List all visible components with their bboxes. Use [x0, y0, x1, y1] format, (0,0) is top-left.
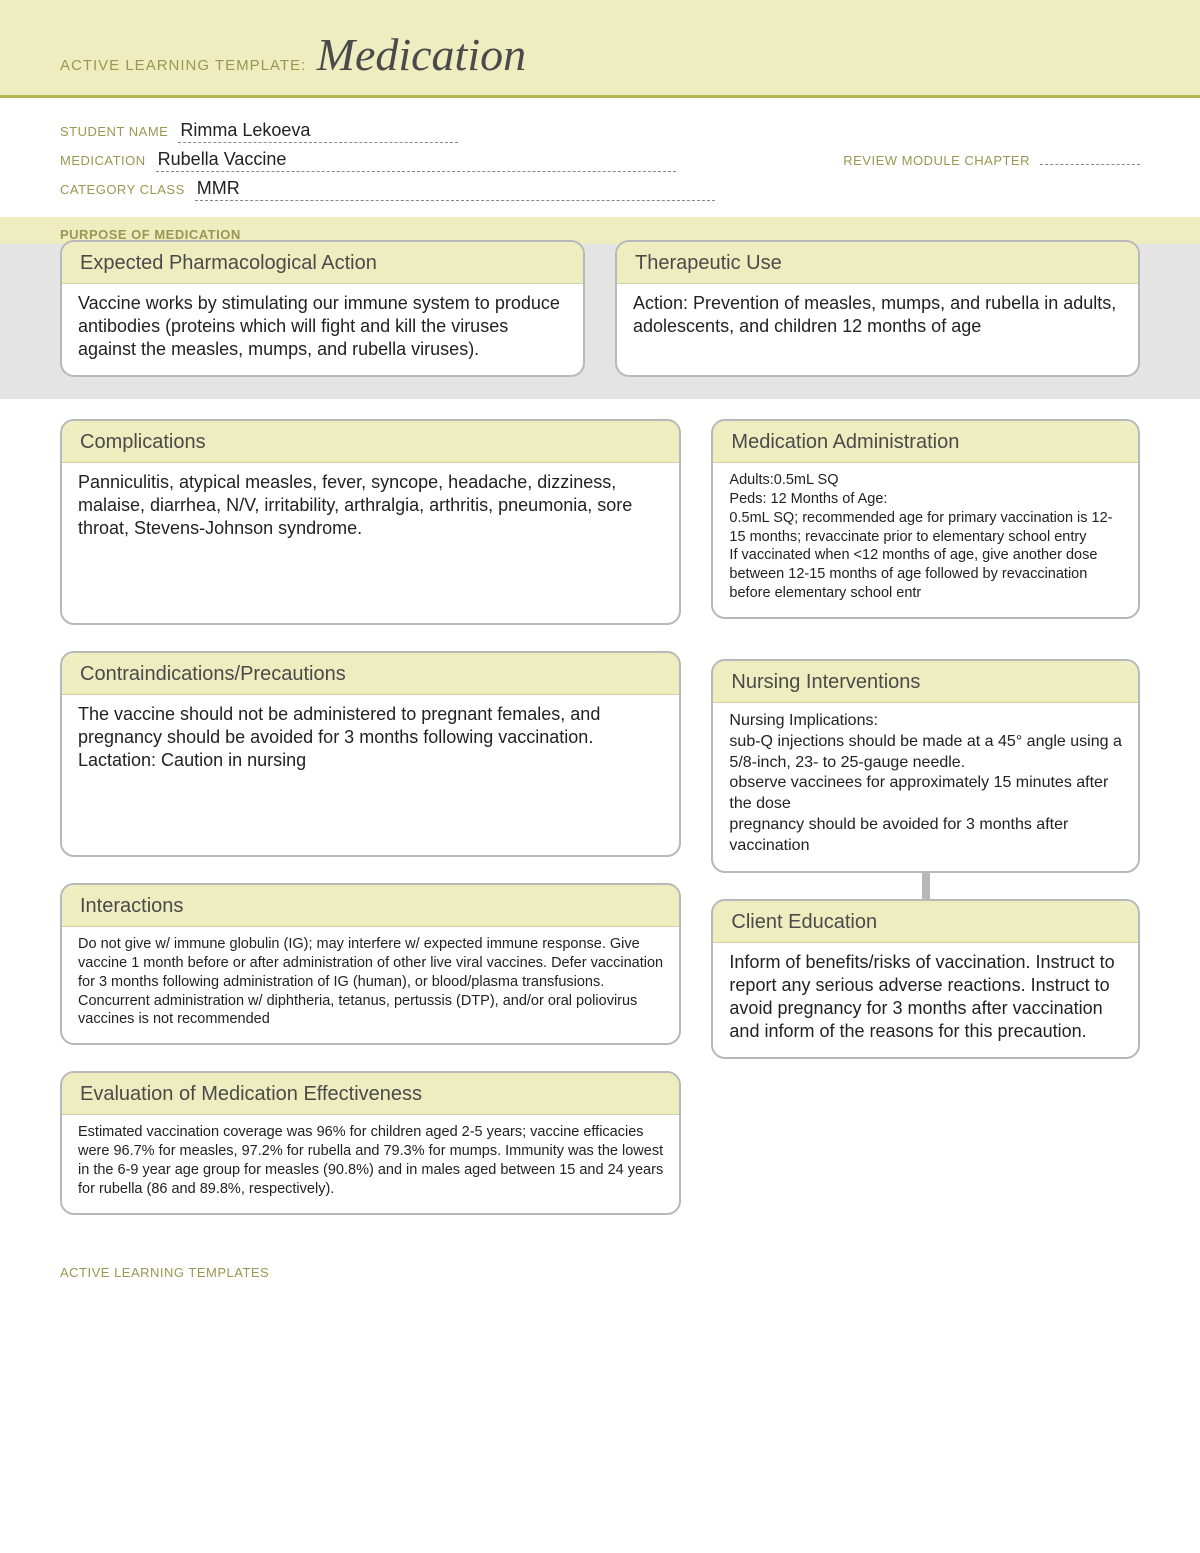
header-title: Medication: [317, 29, 527, 80]
nursing-interventions-title: Nursing Interventions: [713, 661, 1138, 703]
right-column: Medication Administration Adults:0.5mL S…: [711, 419, 1140, 1059]
interactions-body: Do not give w/ immune globulin (IG); may…: [62, 927, 679, 1043]
category-label: CATEGORY CLASS: [60, 182, 185, 197]
complications-body: Panniculitis, atypical measles, fever, s…: [62, 463, 679, 623]
medication-admin-body: Adults:0.5mL SQ Peds: 12 Months of Age: …: [713, 463, 1138, 617]
pharm-action-box: Expected Pharmacological Action Vaccine …: [60, 240, 585, 377]
nursing-interventions-body: Nursing Implications: sub-Q injections s…: [713, 703, 1138, 871]
header-prefix: ACTIVE LEARNING TEMPLATE:: [60, 57, 306, 74]
contraindications-title: Contraindications/Precautions: [62, 653, 679, 695]
evaluation-body: Estimated vaccination coverage was 96% f…: [62, 1115, 679, 1212]
interactions-title: Interactions: [62, 885, 679, 927]
contraindications-body: The vaccine should not be administered t…: [62, 695, 679, 855]
review-chapter-blank[interactable]: [1040, 151, 1140, 165]
category-value[interactable]: MMR: [195, 178, 715, 201]
spacer: [711, 619, 1140, 659]
therapeutic-title: Therapeutic Use: [617, 242, 1138, 284]
student-name-value[interactable]: Rimma Lekoeva: [178, 120, 458, 143]
field-row-medication: MEDICATION Rubella Vaccine REVIEW MODULE…: [60, 149, 1140, 172]
field-row-category: CATEGORY CLASS MMR: [60, 178, 1140, 201]
client-education-box: Client Education Inform of benefits/risk…: [711, 899, 1140, 1059]
client-education-title: Client Education: [713, 901, 1138, 943]
therapeutic-box: Therapeutic Use Action: Prevention of me…: [615, 240, 1140, 377]
client-education-body: Inform of benefits/risks of vaccination.…: [713, 943, 1138, 1057]
interactions-box: Interactions Do not give w/ immune globu…: [60, 883, 681, 1045]
therapeutic-body: Action: Prevention of measles, mumps, an…: [617, 284, 1138, 352]
evaluation-title: Evaluation of Medication Effectiveness: [62, 1073, 679, 1115]
field-row-student: STUDENT NAME Rimma Lekoeva: [60, 120, 1140, 143]
medication-label: MEDICATION: [60, 153, 146, 168]
header-band: ACTIVE LEARNING TEMPLATE: Medication: [0, 0, 1200, 98]
review-chapter-label: REVIEW MODULE CHAPTER: [843, 153, 1030, 168]
medication-admin-title: Medication Administration: [713, 421, 1138, 463]
student-name-label: STUDENT NAME: [60, 124, 168, 139]
medication-value[interactable]: Rubella Vaccine: [156, 149, 676, 172]
nursing-interventions-box: Nursing Interventions Nursing Implicatio…: [711, 659, 1140, 873]
form-fields: STUDENT NAME Rimma Lekoeva MEDICATION Ru…: [0, 98, 1200, 217]
connector-line: [922, 873, 930, 899]
footer-text: ACTIVE LEARNING TEMPLATES: [0, 1215, 1200, 1290]
medication-admin-box: Medication Administration Adults:0.5mL S…: [711, 419, 1140, 619]
page: ACTIVE LEARNING TEMPLATE: Medication STU…: [0, 0, 1200, 1330]
pharm-action-title: Expected Pharmacological Action: [62, 242, 583, 284]
pharm-action-body: Vaccine works by stimulating our immune …: [62, 284, 583, 375]
purpose-boxes: Expected Pharmacological Action Vaccine …: [0, 244, 1200, 399]
left-column: Complications Panniculitis, atypical mea…: [60, 419, 681, 1215]
contraindications-box: Contraindications/Precautions The vaccin…: [60, 651, 681, 857]
complications-box: Complications Panniculitis, atypical mea…: [60, 419, 681, 625]
evaluation-box: Evaluation of Medication Effectiveness E…: [60, 1071, 681, 1214]
main-grid: Complications Panniculitis, atypical mea…: [0, 399, 1200, 1215]
complications-title: Complications: [62, 421, 679, 463]
